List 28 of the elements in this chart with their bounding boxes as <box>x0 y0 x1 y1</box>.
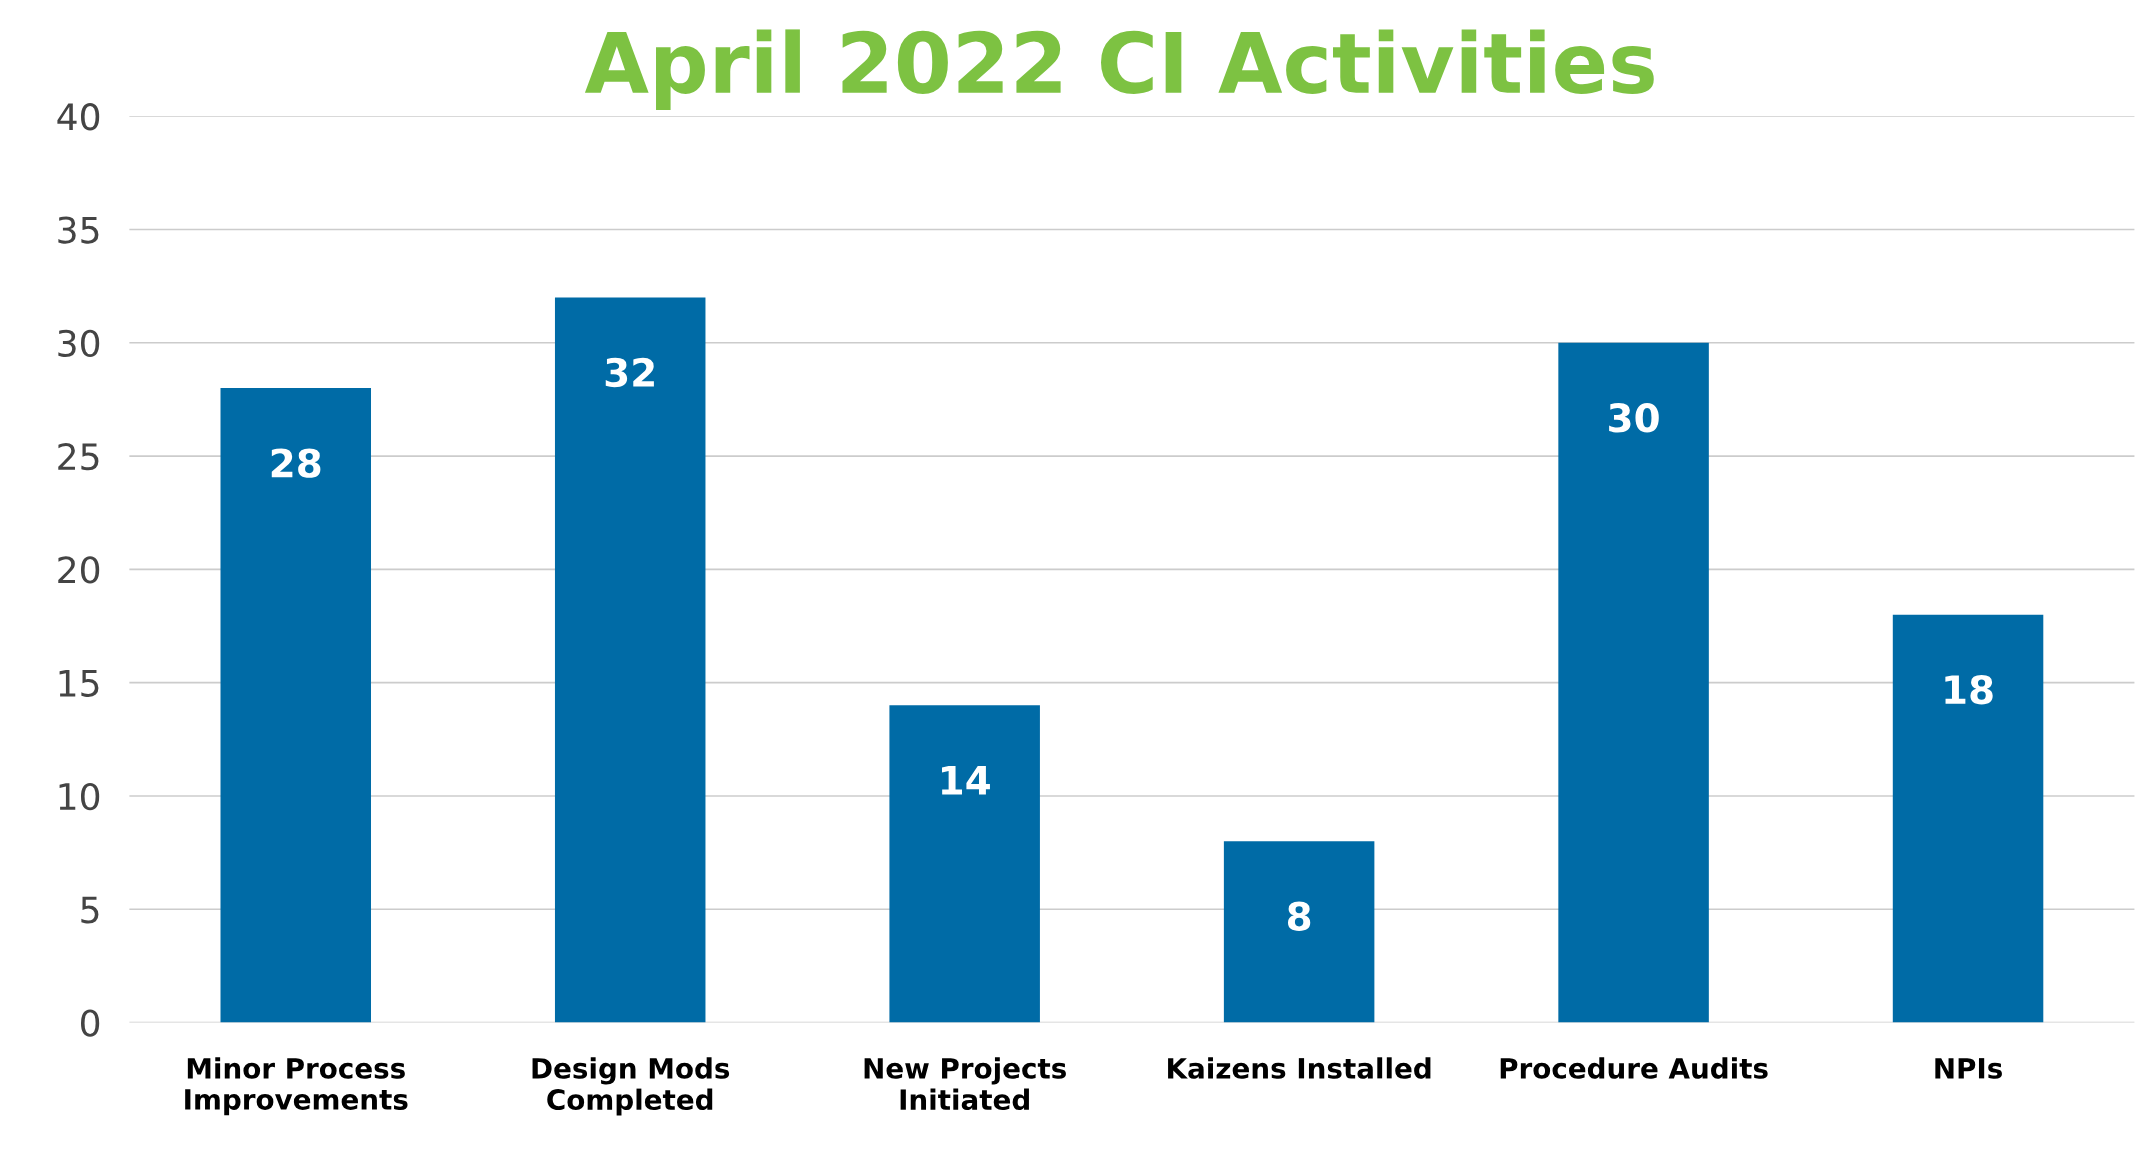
x-tick-label: Minor Process Improvements <box>185 1057 408 1116</box>
y-tick-label: 15 <box>59 670 99 697</box>
bar <box>1892 614 2044 1023</box>
y-tick-label: 20 <box>58 556 100 584</box>
y-tick-label: 10 <box>59 782 100 811</box>
y-tick-label: 25 <box>58 443 99 471</box>
data-label: 14 <box>942 766 990 795</box>
bar <box>1558 342 1709 1023</box>
x-tick-label: Procedure Audits <box>1500 1057 1768 1079</box>
data-label: 18 <box>1945 674 1993 705</box>
data-label: 28 <box>271 448 321 478</box>
x-tick-label: Design Mods Completed <box>532 1057 730 1116</box>
y-tick-label: 40 <box>57 103 100 131</box>
y-tick-label: 35 <box>58 216 99 244</box>
bar <box>1223 841 1375 1023</box>
data-label: 8 <box>1287 901 1311 931</box>
bar <box>554 297 706 1023</box>
x-tick-label: New Projects Initiated <box>864 1057 1066 1111</box>
y-tick-label: 5 <box>81 896 99 924</box>
x-tick-label: NPIs <box>1935 1058 2002 1079</box>
chart-title: April 2022 CI Activities <box>584 29 1654 111</box>
bar <box>220 388 372 1023</box>
data-label: 32 <box>605 357 654 388</box>
y-tick-label: 0 <box>80 1009 100 1037</box>
data-label: 30 <box>1609 403 1659 433</box>
bar <box>889 705 1040 1023</box>
x-tick-label: Kaizens Installed <box>1168 1057 1431 1079</box>
y-tick-label: 30 <box>58 329 100 358</box>
